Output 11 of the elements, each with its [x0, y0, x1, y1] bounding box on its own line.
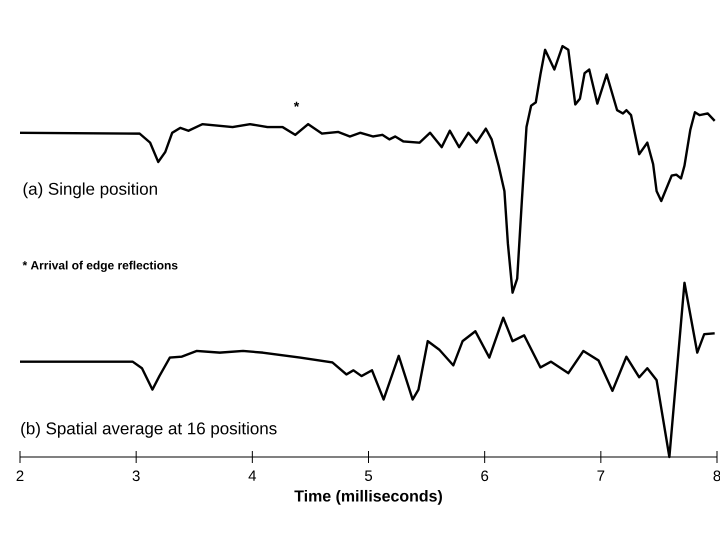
x-tick-label: 7 — [597, 470, 604, 481]
annotation: (a) Single position — [24, 182, 157, 198]
x-tick-label: 4 — [248, 470, 256, 481]
x-tick-label: 5 — [364, 470, 372, 481]
annotation: (b) Spatial average at 16 positions — [21, 422, 277, 438]
x-tick-label: 2 — [16, 470, 24, 481]
annotation: * Arrival of edge reflections — [22, 260, 178, 272]
x-tick-label: 6 — [481, 470, 488, 482]
x-tick-label: 3 — [132, 470, 140, 482]
x-axis-title: Time (milliseconds) — [294, 490, 442, 505]
annotation: * — [294, 102, 300, 107]
